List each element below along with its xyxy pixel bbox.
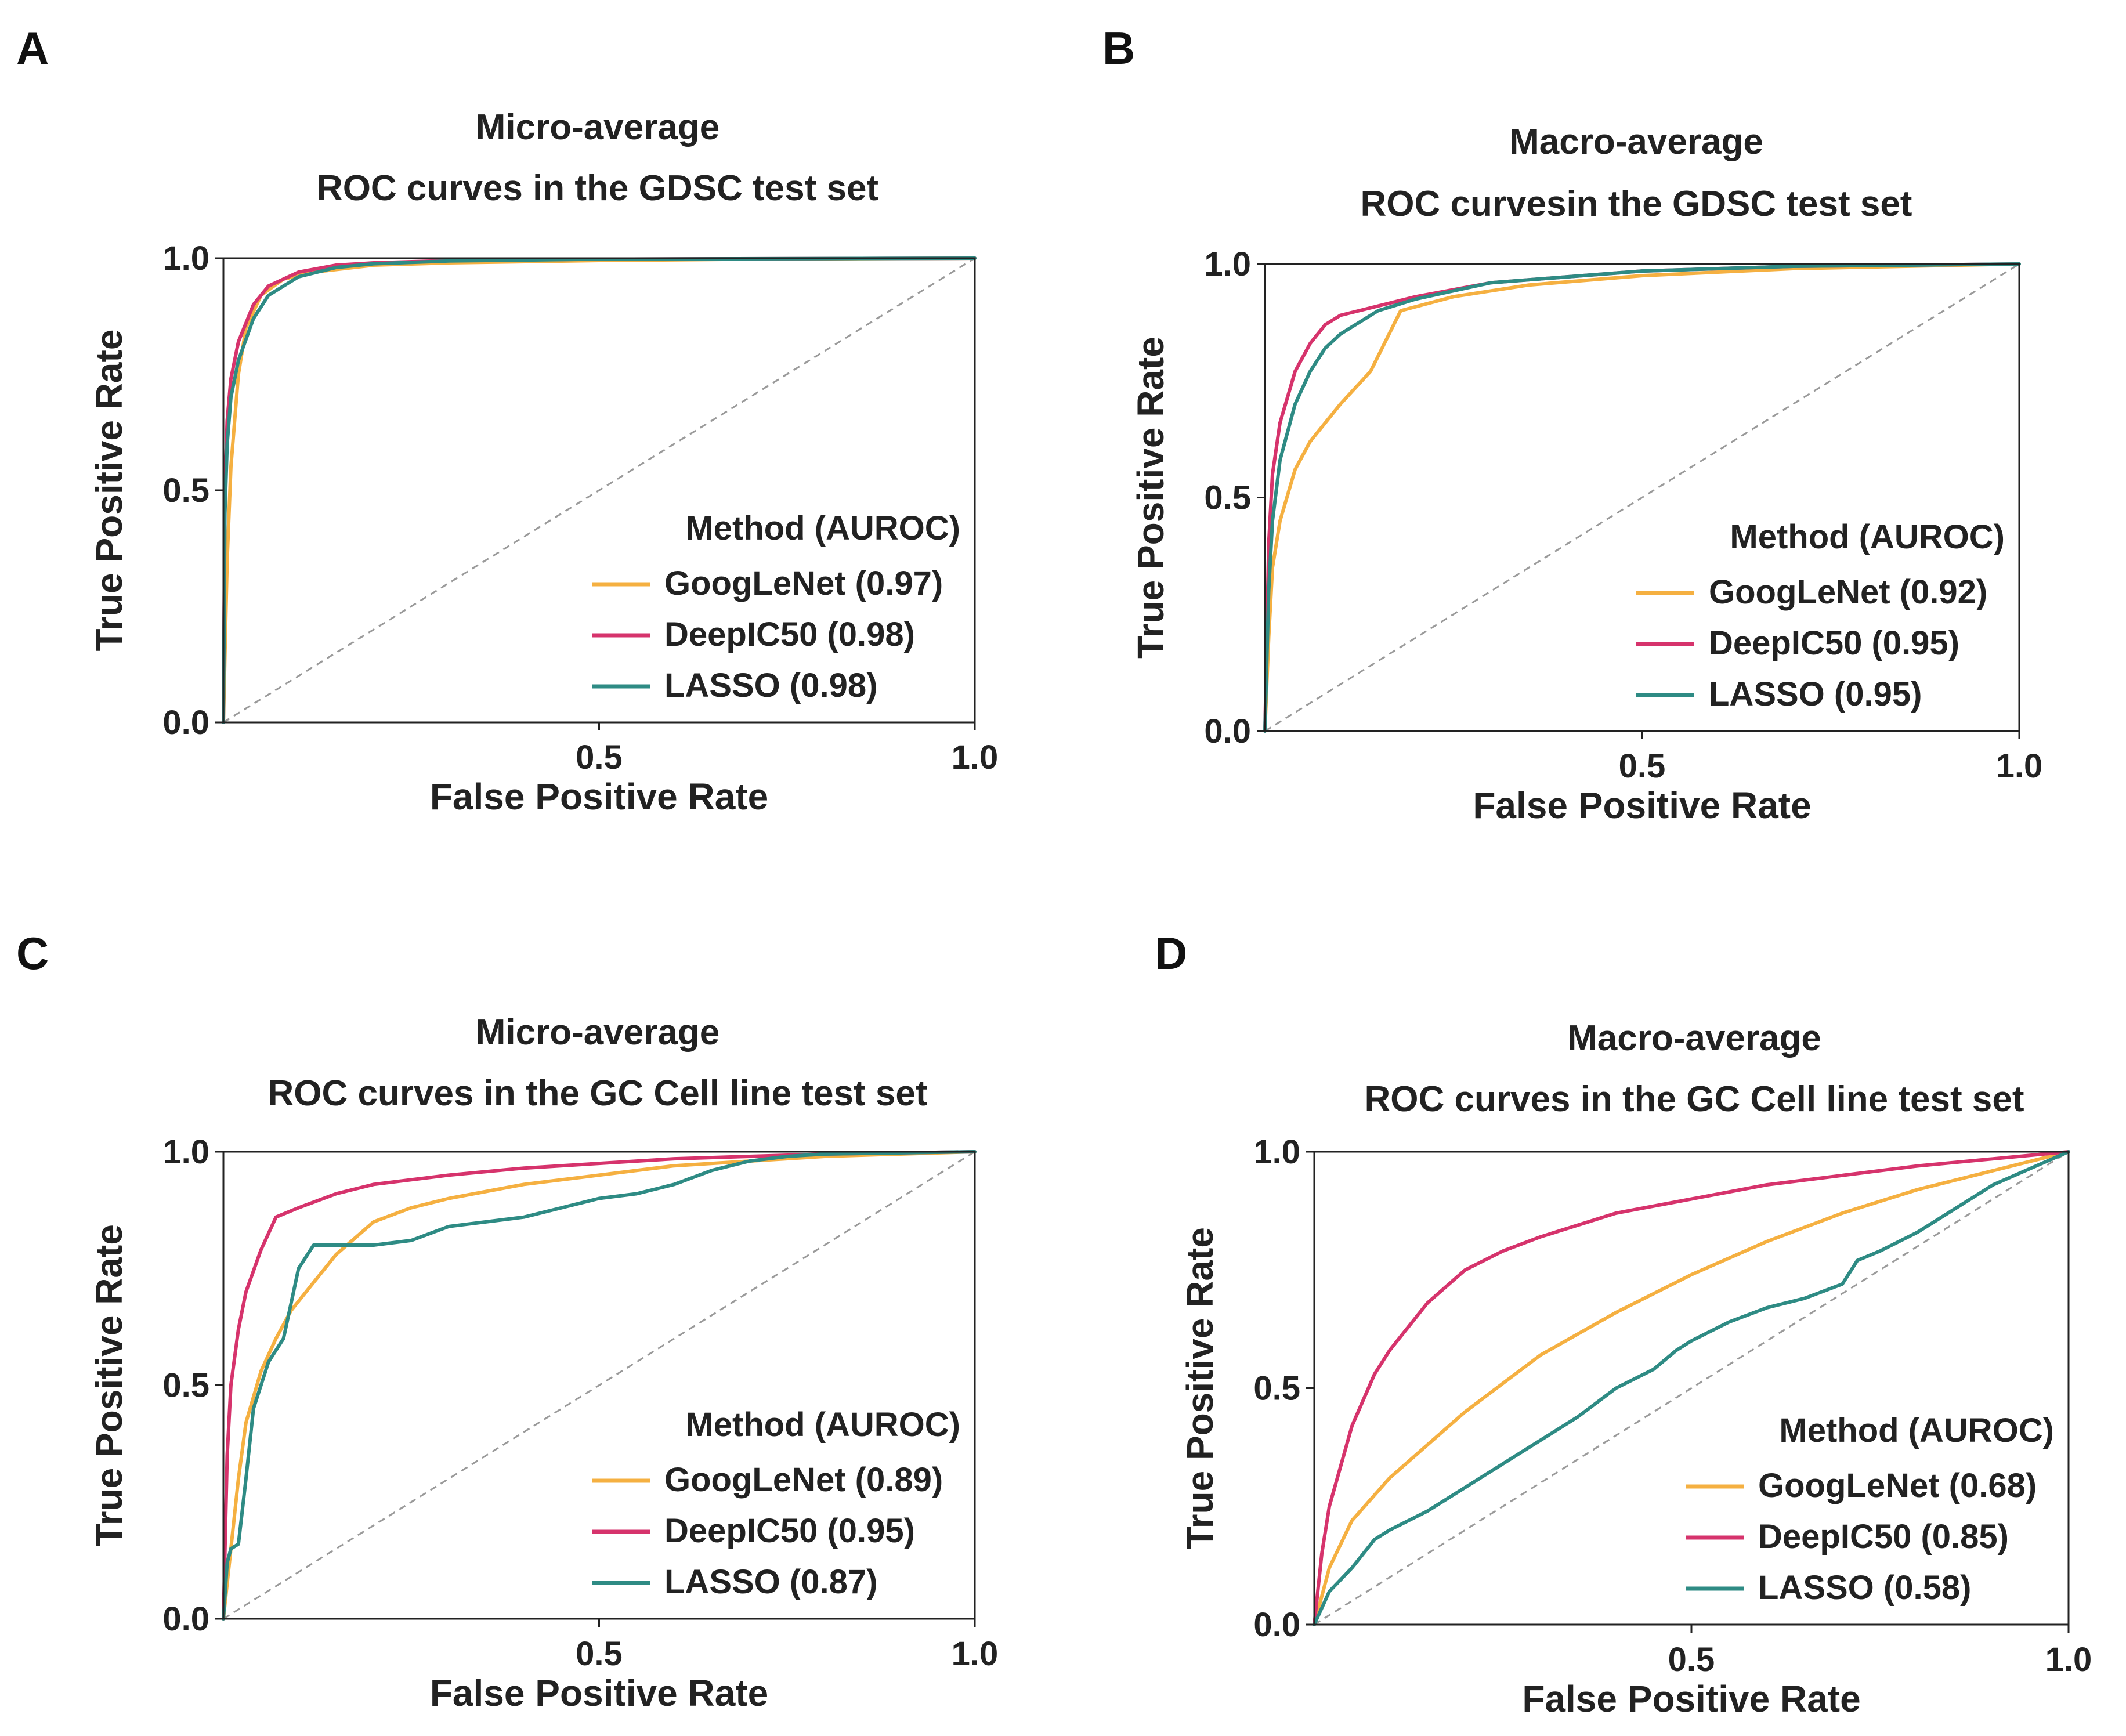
roc-curve-lasso bbox=[222, 256, 977, 724]
y-tick-label: 1.0 bbox=[162, 240, 209, 277]
x-tick-label: 0.5 bbox=[576, 1635, 623, 1673]
y-tick-label: 0.5 bbox=[162, 1367, 209, 1405]
legend-label-googlenet: GoogLeNet (0.92) bbox=[1709, 573, 1987, 611]
diagonal-reference-line bbox=[1264, 263, 2020, 732]
y-axis-label: True Positive Rate bbox=[1179, 1227, 1221, 1549]
x-axis-label: False Positive Rate bbox=[1473, 784, 1811, 826]
legend-label-lasso: LASSO (0.98) bbox=[664, 667, 877, 704]
y-tick-label: 1.0 bbox=[1204, 245, 1251, 283]
panel-b: B Macro-average ROC curvesin the GDSC test… bbox=[1102, 23, 2042, 826]
legend-title: Method (AUROC) bbox=[1779, 1412, 2054, 1449]
y-tick-label: 0.0 bbox=[162, 1600, 209, 1638]
roc-curve-deepic50 bbox=[222, 1150, 977, 1621]
chart-title-line2: ROC curvesin the GDSC test set bbox=[1361, 184, 1912, 224]
panel-a: A Micro-average ROC curves in the GDSC tes… bbox=[16, 23, 998, 818]
x-tick-label: 0.5 bbox=[1668, 1641, 1715, 1679]
legend-label-lasso: LASSO (0.95) bbox=[1709, 675, 1922, 713]
diagonal-reference-line bbox=[1314, 1151, 2069, 1626]
y-tick-label: 0.5 bbox=[162, 472, 209, 509]
chart-title-line2: ROC curves in the GDSC test set bbox=[317, 168, 878, 208]
legend-label-deepic50: DeepIC50 (0.95) bbox=[664, 1512, 915, 1550]
chart-title-line1: Macro-average bbox=[1509, 122, 1763, 162]
legend-title: Method (AUROC) bbox=[1730, 518, 2005, 556]
y-tick-label: 1.0 bbox=[1253, 1133, 1300, 1171]
legend-title: Method (AUROC) bbox=[685, 509, 960, 547]
legend-title: Method (AUROC) bbox=[685, 1406, 960, 1444]
legend-label-deepic50: DeepIC50 (0.95) bbox=[1709, 624, 1959, 662]
legend: Method (AUROC) GoogLeNet (0.89) DeepIC50 (… bbox=[592, 1406, 960, 1601]
chart-title-line2: ROC curves in the GC Cell line test set bbox=[268, 1073, 928, 1113]
y-tick-label: 0.0 bbox=[1253, 1606, 1300, 1644]
y-tick-label: 0.0 bbox=[1204, 713, 1251, 750]
roc-curve-googlenet bbox=[1263, 262, 2021, 733]
legend-label-deepic50: DeepIC50 (0.85) bbox=[1758, 1518, 2009, 1556]
x-axis-label: False Positive Rate bbox=[1522, 1678, 1860, 1720]
legend: Method (AUROC) GoogLeNet (0.97) DeepIC50 (… bbox=[592, 509, 960, 704]
roc-curve-lasso bbox=[1313, 1150, 2070, 1626]
y-axis-label: True Positive Rate bbox=[88, 1224, 130, 1546]
panel-label: C bbox=[16, 928, 49, 979]
legend-label-googlenet: GoogLeNet (0.68) bbox=[1758, 1467, 2037, 1504]
roc-curve-lasso bbox=[222, 1150, 977, 1621]
panel-label: D bbox=[1155, 928, 1187, 979]
chart-title-line2: ROC curves in the GC Cell line test set bbox=[1365, 1079, 2024, 1119]
y-axis-label: True Positive Rate bbox=[88, 330, 130, 652]
panel-label: A bbox=[16, 23, 49, 74]
x-tick-label: 0.5 bbox=[576, 739, 623, 776]
y-tick-label: 0.5 bbox=[1253, 1370, 1300, 1408]
panel-c: C Micro-average ROC curves in the GC Cell … bbox=[16, 928, 998, 1714]
legend-label-lasso: LASSO (0.87) bbox=[664, 1563, 877, 1601]
legend-label-googlenet: GoogLeNet (0.89) bbox=[664, 1461, 943, 1499]
y-tick-label: 1.0 bbox=[162, 1133, 209, 1171]
legend-label-deepic50: DeepIC50 (0.98) bbox=[664, 616, 915, 653]
diagonal-reference-line bbox=[223, 1151, 975, 1620]
legend: Method (AUROC) GoogLeNet (0.92) DeepIC50 (… bbox=[1636, 518, 2005, 713]
y-tick-label: 0.0 bbox=[162, 704, 209, 742]
roc-curve-googlenet bbox=[222, 1150, 977, 1621]
chart-title-line1: Macro-average bbox=[1567, 1018, 1821, 1058]
legend-label-lasso: LASSO (0.58) bbox=[1758, 1569, 1971, 1607]
x-tick-label: 1.0 bbox=[1996, 747, 2043, 785]
legend-label-googlenet: GoogLeNet (0.97) bbox=[664, 565, 943, 602]
y-tick-label: 0.5 bbox=[1204, 479, 1251, 517]
panel-d: D Macro-average ROC curves in the GC Cell … bbox=[1155, 928, 2092, 1720]
roc-curve-lasso bbox=[1263, 262, 2021, 733]
y-axis-label: True Positive Rate bbox=[1130, 337, 1172, 659]
panel-label: B bbox=[1102, 23, 1135, 74]
diagonal-reference-line bbox=[223, 257, 975, 724]
legend: Method (AUROC) GoogLeNet (0.68) DeepIC50 (… bbox=[1686, 1412, 2054, 1607]
chart-title-line1: Micro-average bbox=[476, 1012, 719, 1053]
x-tick-label: 0.5 bbox=[1619, 747, 1666, 785]
x-axis-label: False Positive Rate bbox=[430, 776, 768, 818]
roc-curve-googlenet bbox=[1313, 1150, 2070, 1626]
x-tick-label: 1.0 bbox=[2045, 1641, 2092, 1679]
x-tick-label: 1.0 bbox=[952, 739, 999, 776]
x-axis-label: False Positive Rate bbox=[430, 1672, 768, 1714]
x-tick-label: 1.0 bbox=[952, 1635, 999, 1673]
chart-title-line1: Micro-average bbox=[476, 107, 719, 147]
roc-curve-deepic50 bbox=[1313, 1150, 2070, 1626]
